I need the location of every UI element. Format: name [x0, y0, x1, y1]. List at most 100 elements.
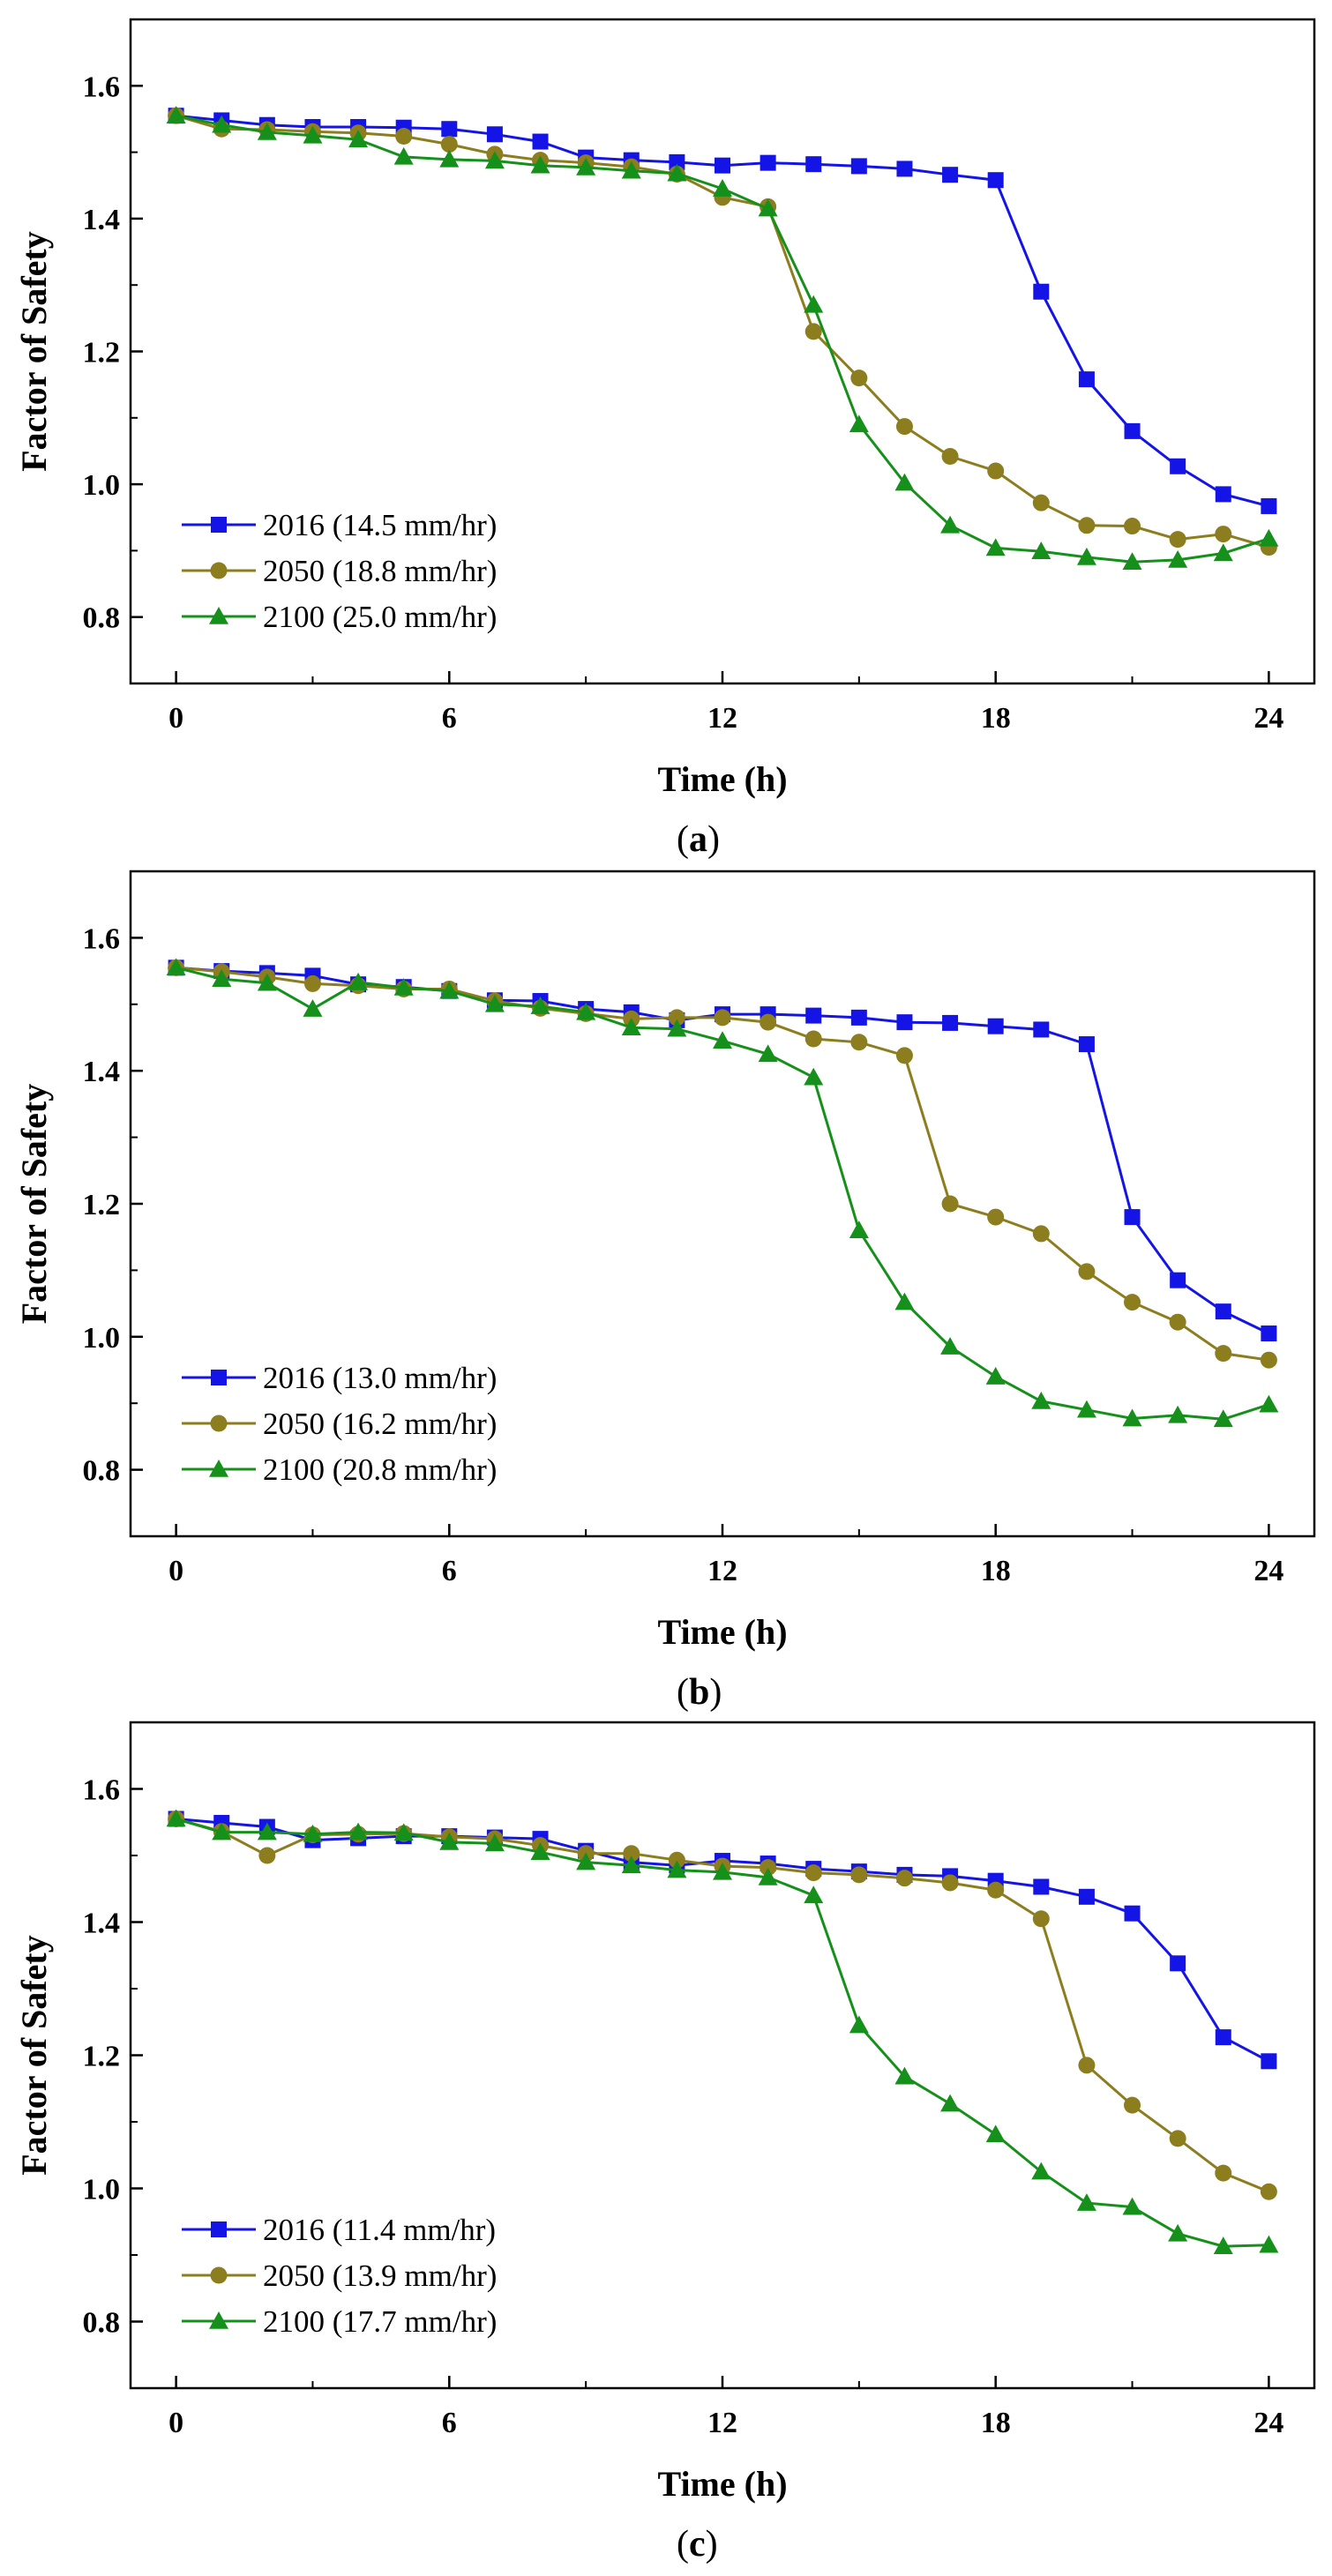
data-point-2050 [714, 1009, 731, 1027]
data-point-2050 [1124, 2096, 1141, 2114]
data-point-2100 [576, 1002, 596, 1020]
data-point-2050 [623, 1845, 640, 1863]
data-point-2050 [1032, 1225, 1050, 1243]
data-point-2016 [1215, 486, 1231, 503]
data-point-2100 [348, 972, 369, 990]
x-axis-title: Time (h) [657, 759, 787, 799]
data-point-2016 [1215, 2029, 1231, 2046]
x-tick-label: 12 [707, 1555, 737, 1587]
data-point-2050 [1169, 2130, 1186, 2147]
data-point-2100 [439, 981, 460, 999]
x-tick-label: 24 [1253, 1555, 1283, 1587]
data-point-2016 [805, 156, 822, 173]
y-tick-label: 1.0 [83, 2174, 121, 2206]
data-point-2016 [987, 1018, 1004, 1034]
data-point-2050 [987, 462, 1005, 480]
data-point-2050 [895, 1047, 913, 1064]
y-tick-label: 0.8 [83, 602, 121, 635]
data-point-2050 [1078, 2057, 1096, 2074]
data-point-2050 [850, 1866, 868, 1884]
panel-label-open: ( [677, 2524, 689, 2565]
data-point-2100 [166, 106, 186, 123]
data-point-2050 [941, 1195, 959, 1213]
data-point-2050 [1215, 1345, 1232, 1363]
chart-panel-b: 0 6 12 18 24 0.8 1.0 1.2 1.4 1.6 Time (h) Factor of… [14, 870, 1316, 1713]
y-tick-label: 0.8 [83, 1455, 121, 1488]
data-point-2050 [804, 1864, 822, 1882]
legend-marker-2050 [210, 1415, 228, 1432]
legend-marker-2100 [209, 607, 228, 624]
data-point-2050 [850, 1034, 868, 1051]
panel-label-close: ) [706, 2524, 718, 2565]
data-point-2050 [850, 370, 868, 387]
data-point-2100 [894, 473, 915, 491]
data-point-2050 [395, 128, 413, 146]
data-point-2100 [940, 1337, 961, 1355]
data-point-2016 [1078, 1888, 1095, 1905]
x-tick-label: 6 [442, 702, 457, 735]
legend-label-2016: 2016 (14.5 mm/hr) [263, 508, 497, 542]
data-point-2100 [530, 997, 550, 1014]
data-point-2100 [1122, 2197, 1142, 2215]
legend-label-2050: 2050 (16.2 mm/hr) [263, 1407, 497, 1441]
data-point-2100 [166, 1809, 186, 1827]
x-tick-label: 24 [1253, 2407, 1283, 2439]
data-point-2016 [942, 167, 959, 183]
data-point-2016 [1124, 422, 1141, 439]
data-point-2100 [713, 179, 732, 197]
data-point-2016 [896, 161, 913, 177]
data-point-2100 [667, 1019, 687, 1037]
data-point-2016 [1170, 1272, 1186, 1288]
data-point-2016 [987, 172, 1004, 189]
data-point-2100 [1213, 543, 1233, 562]
data-point-2050 [668, 1851, 685, 1869]
data-point-2050 [1260, 1351, 1277, 1369]
panel-label-letter: a [689, 819, 707, 860]
data-point-2050 [804, 323, 822, 340]
data-point-2100 [348, 1822, 369, 1841]
data-point-2050 [895, 1870, 913, 1887]
data-point-2100 [1031, 1391, 1051, 1409]
legend-marker-2016 [211, 517, 227, 533]
panel-label-open: ( [677, 1672, 689, 1713]
data-point-2050 [1260, 2183, 1277, 2200]
data-point-2100 [1168, 2223, 1188, 2242]
data-point-2100 [940, 515, 961, 534]
x-tick-label: 18 [981, 702, 1011, 735]
legend: 2016 (13.0 mm/hr) 2050 (16.2 mm/hr) 2100 (… [182, 1361, 497, 1487]
data-point-2100 [804, 295, 824, 313]
data-point-2050 [804, 1030, 822, 1048]
x-tick-label: 0 [168, 1555, 183, 1587]
data-point-2100 [985, 1367, 1006, 1385]
legend-label-2100: 2100 (25.0 mm/hr) [263, 600, 497, 634]
data-point-2050 [258, 1847, 276, 1864]
data-point-2100 [894, 2066, 915, 2085]
data-point-2050 [1078, 1263, 1096, 1281]
data-point-2016 [1124, 1209, 1141, 1226]
data-point-2016 [486, 126, 503, 143]
data-point-2016 [850, 158, 867, 175]
data-point-2100 [1122, 1408, 1142, 1427]
data-point-2100 [303, 999, 323, 1017]
legend-label-2100: 2100 (20.8 mm/hr) [263, 1452, 497, 1487]
data-point-2100 [1031, 541, 1051, 559]
legend-label-2050: 2050 (13.9 mm/hr) [263, 2259, 497, 2293]
data-point-2100 [985, 2124, 1006, 2143]
legend-marker-2016 [211, 2221, 227, 2237]
panel-label-close: ) [709, 1672, 722, 1713]
chart-panel-a: 0 6 12 18 24 0.8 1.0 1.2 1.4 1.6 Time (h) Factor of… [14, 18, 1316, 860]
data-point-2100 [1076, 1400, 1096, 1418]
x-axis-title: Time (h) [657, 1612, 787, 1652]
data-point-2100 [257, 973, 277, 991]
y-tick-label: 1.4 [83, 1056, 121, 1088]
data-point-2050 [760, 1013, 777, 1031]
data-point-2100 [484, 1833, 505, 1852]
legend-label-2050: 2050 (18.8 mm/hr) [263, 554, 497, 588]
data-point-2016 [1261, 497, 1277, 514]
data-point-2100 [1031, 2162, 1051, 2180]
x-tick-label: 12 [707, 702, 737, 735]
legend-label-2100: 2100 (17.7 mm/hr) [263, 2304, 497, 2339]
data-point-2100 [393, 146, 414, 165]
data-point-2100 [1259, 2235, 1279, 2253]
panel-label: (c) [677, 2524, 718, 2565]
